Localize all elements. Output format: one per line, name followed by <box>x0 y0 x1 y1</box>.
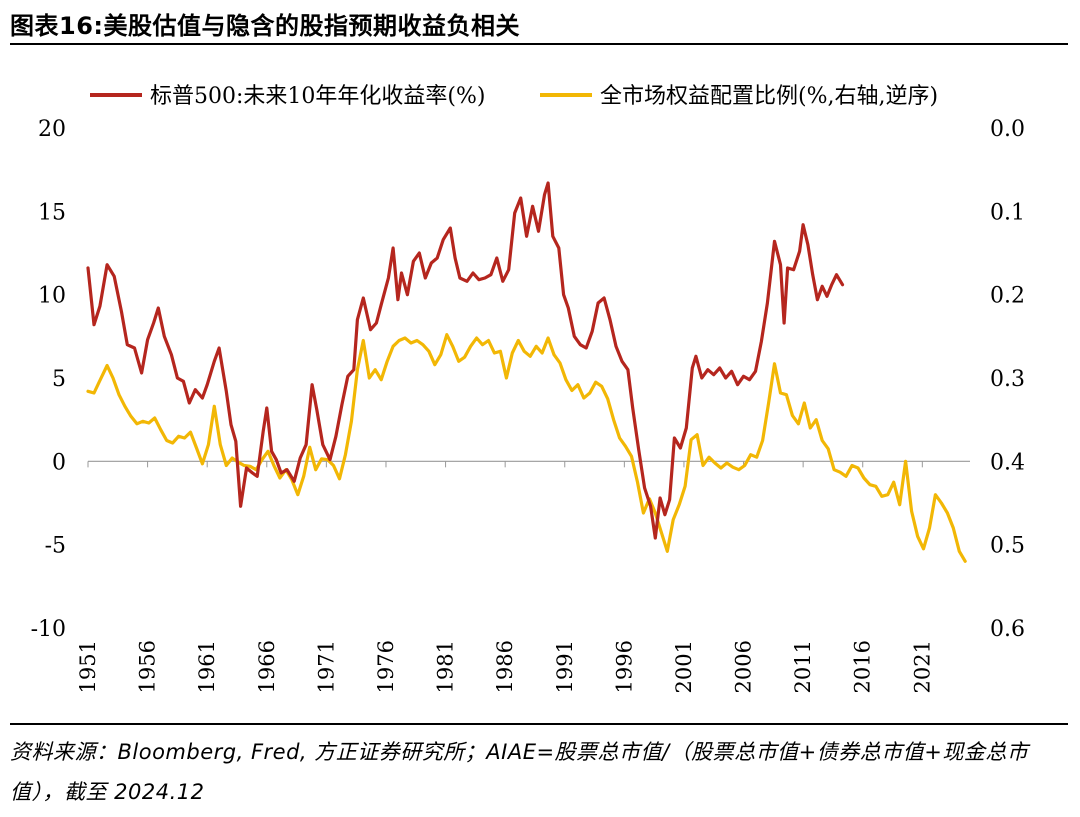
y-right-tick-label: 0.1 <box>990 200 1025 225</box>
x-tick-label: 2011 <box>791 640 815 693</box>
x-tick-label: 2006 <box>732 640 756 693</box>
y-right-tick-label: 0.0 <box>990 117 1025 142</box>
x-tick-label: 2001 <box>672 640 696 693</box>
chart-title: 图表16:美股估值与隐含的股指预期收益负相关 <box>10 12 520 40</box>
x-tick-label: 1961 <box>195 640 219 693</box>
series-line-aiae <box>86 333 967 563</box>
x-tick-label: 1966 <box>255 640 279 693</box>
y-left-tick-label: 15 <box>38 200 66 225</box>
x-tick-label: 1981 <box>434 640 458 693</box>
series <box>86 181 967 563</box>
ticks: 1951 1956 1961 1966 1971 1976 1981 1986 1991 1996… <box>31 117 1025 693</box>
y-right-tick-label: 0.2 <box>990 284 1025 309</box>
x-tick-label: 2021 <box>910 640 934 693</box>
y-right-tick-label: 0.3 <box>990 367 1025 392</box>
x-tick-label: 1991 <box>553 640 577 693</box>
x-tick-label: 1956 <box>136 640 160 693</box>
x-tick-label: 1986 <box>493 640 517 693</box>
x-tick-label: 1996 <box>612 640 636 693</box>
y-left-tick-label: 0 <box>52 450 66 475</box>
legend-label-aiae: 全市场权益配置比例(%,右轴,逆序) <box>600 84 938 109</box>
source-note: 资料来源：Bloomberg, Fred, 方正证券研究所；AIAE=股票总市值… <box>10 740 1029 804</box>
y-left-tick-label: 5 <box>52 367 66 392</box>
legend-label-sp500: 标普500:未来10年年化收益率(%) <box>150 84 485 109</box>
y-left-tick-label: -10 <box>31 617 66 642</box>
y-left-tick-label: -5 <box>45 534 66 559</box>
y-right-tick-label: 0.6 <box>990 617 1025 642</box>
y-left-tick-label: 10 <box>38 284 66 309</box>
title-rule <box>10 43 1068 45</box>
x-tick-label: 2016 <box>851 640 875 693</box>
legend: 标普500:未来10年年化收益率(%) 全市场权益配置比例(%,右轴,逆序) <box>90 84 938 109</box>
series-line-sp500 <box>86 181 845 540</box>
y-left-tick-label: 20 <box>38 117 66 142</box>
x-tick-label: 1976 <box>374 640 398 693</box>
chart: 标普500:未来10年年化收益率(%) 全市场权益配置比例(%,右轴,逆序) 1… <box>31 84 1025 693</box>
x-tick-label: 1971 <box>314 640 338 693</box>
x-tick-label: 1951 <box>76 640 100 693</box>
y-right-tick-label: 0.5 <box>990 534 1025 559</box>
footer-rule <box>10 723 1068 725</box>
y-right-tick-label: 0.4 <box>990 450 1025 475</box>
